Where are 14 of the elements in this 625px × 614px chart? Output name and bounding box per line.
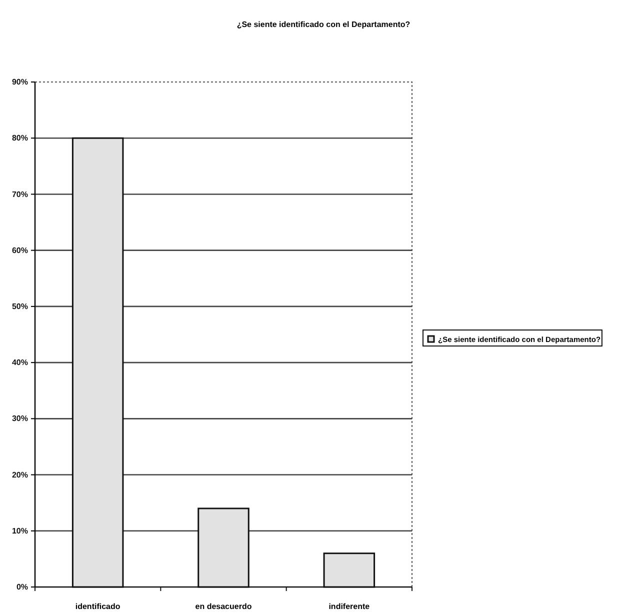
x-tick-label: en desacuerdo [195, 602, 252, 611]
y-tick-label: 70% [12, 190, 28, 199]
y-tick-label: 30% [12, 414, 28, 424]
y-tick-label: 80% [12, 134, 28, 143]
x-tick-label: identificado [75, 602, 120, 611]
y-tick-label: 40% [12, 358, 28, 368]
y-tick-label: 20% [12, 470, 28, 480]
y-tick-label: 90% [12, 78, 28, 87]
chart-title: ¿Se siente identificado con el Departamento? [236, 20, 410, 29]
x-tick-label: indiferente [328, 602, 370, 611]
y-tick-label: 10% [12, 526, 28, 536]
y-tick-label: 50% [12, 302, 28, 312]
y-tick-label: 60% [12, 246, 28, 255]
y-tick-label: 0% [16, 582, 28, 592]
